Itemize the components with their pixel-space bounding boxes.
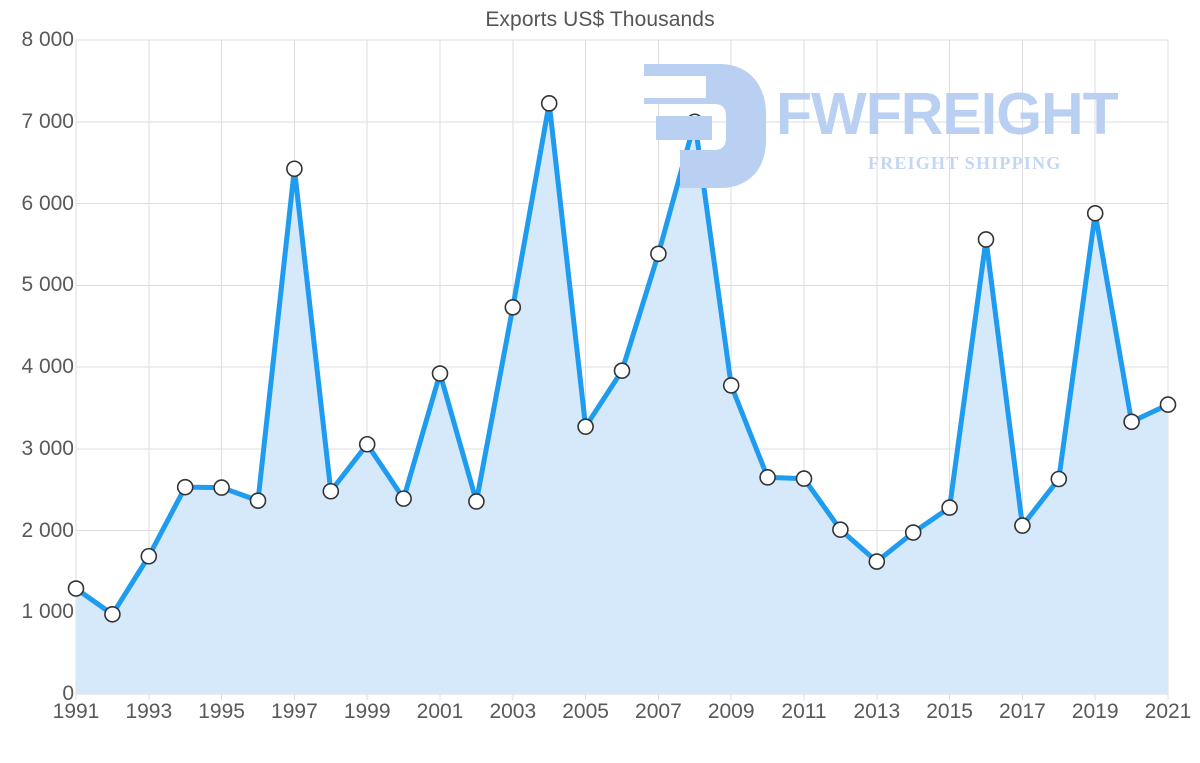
y-axis-tick-label: 3 000: [21, 436, 74, 460]
data-point-marker[interactable]: [249, 492, 267, 509]
data-point-marker[interactable]: [540, 95, 558, 112]
data-point-marker[interactable]: [686, 113, 704, 131]
data-point-marker[interactable]: [650, 245, 667, 263]
y-axis-tick-label: 7 000: [21, 109, 74, 133]
data-point-marker[interactable]: [358, 435, 376, 453]
data-point-marker[interactable]: [941, 499, 958, 516]
data-point-marker[interactable]: [176, 478, 194, 496]
data-point-marker[interactable]: [795, 470, 813, 487]
x-axis-tick-label: 1999: [343, 700, 391, 723]
data-point-marker[interactable]: [759, 469, 776, 486]
chart-title: Exports US$ Thousands: [485, 8, 715, 31]
data-point-marker[interactable]: [868, 553, 886, 570]
x-axis-tick-label: 2015: [926, 700, 973, 723]
y-axis-tick-label: 1 000: [21, 600, 74, 624]
data-point-marker[interactable]: [213, 479, 230, 496]
data-point-marker[interactable]: [322, 482, 340, 500]
data-point-marker[interactable]: [577, 418, 594, 435]
x-axis-tick-label: 2011: [781, 700, 827, 723]
data-point-marker[interactable]: [468, 493, 485, 510]
x-axis-tick-label: 2003: [489, 700, 537, 723]
y-axis-tick-label: 0: [62, 682, 74, 705]
data-point-marker[interactable]: [431, 365, 449, 382]
data-point-marker[interactable]: [140, 547, 158, 565]
x-axis-tick-label: 1997: [271, 700, 318, 723]
data-point-marker[interactable]: [1159, 396, 1177, 413]
data-point-marker[interactable]: [1050, 470, 1068, 488]
y-axis-tick-label: 5 000: [21, 273, 74, 297]
data-point-marker[interactable]: [832, 521, 849, 538]
x-axis-tick-label: 2007: [635, 700, 682, 723]
area-fill: [76, 103, 1168, 695]
y-axis-tick-label: 8 000: [21, 28, 74, 51]
x-axis-tick-label: 1991: [52, 700, 100, 723]
data-point-marker[interactable]: [1123, 413, 1140, 431]
data-point-marker[interactable]: [286, 160, 303, 178]
data-point-marker[interactable]: [395, 490, 412, 507]
data-point-marker[interactable]: [1086, 205, 1104, 222]
x-axis-tick-label: 2005: [562, 700, 609, 723]
y-axis-tick-label: 4 000: [21, 355, 74, 378]
x-axis-tick-label: 1995: [198, 700, 245, 723]
y-axis-tick-label: 6 000: [21, 191, 74, 215]
data-point-marker[interactable]: [977, 231, 995, 248]
data-point-marker[interactable]: [613, 362, 631, 379]
data-point-markers: [67, 95, 1177, 623]
x-axis-tick-label: 2013: [853, 700, 901, 723]
x-axis-tick-label: 2001: [416, 700, 464, 723]
data-point-marker[interactable]: [1014, 517, 1031, 534]
data-point-marker[interactable]: [504, 299, 522, 316]
data-point-marker[interactable]: [904, 524, 922, 541]
x-axis: 1991 1993 1995 1997 1999 2001 2003 2005 2007 2009…: [0, 700, 1200, 745]
y-axis-tick-label: 2 000: [21, 518, 74, 542]
x-axis-tick-label: 2021: [1144, 700, 1192, 723]
y-axis: 0 1 000 2 000 3 000 4 000 5 000 6 000 7 000 8 00…: [0, 0, 74, 763]
x-axis-tick-label: 2019: [1071, 700, 1119, 723]
data-point-marker[interactable]: [104, 605, 121, 623]
data-point-marker[interactable]: [67, 580, 85, 597]
data-point-marker[interactable]: [722, 377, 740, 394]
x-axis-tick-label: 2009: [707, 700, 755, 723]
x-axis-tick-label: 2017: [999, 700, 1046, 723]
x-axis-tick-label: 1993: [125, 700, 173, 723]
